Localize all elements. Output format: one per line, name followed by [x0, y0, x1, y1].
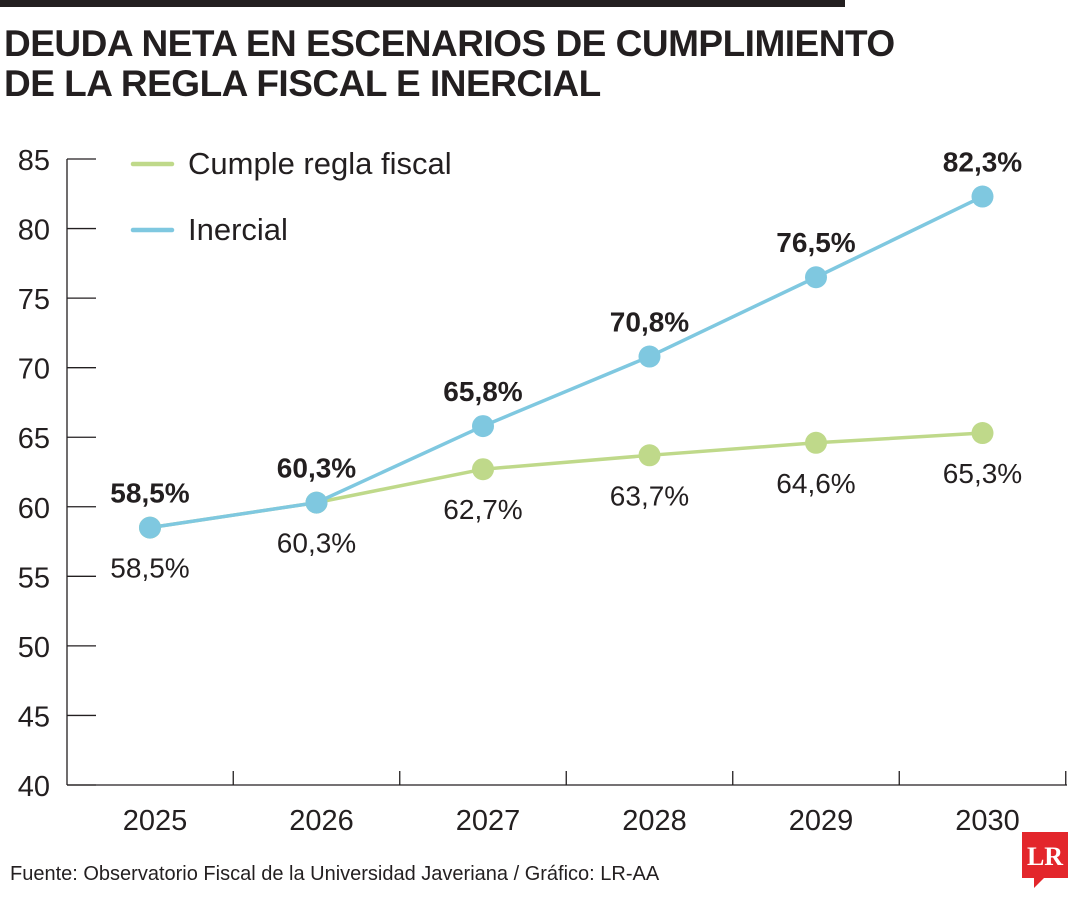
marker-inercial — [305, 491, 328, 514]
lr-logo-icon: LR — [1022, 832, 1068, 888]
source-note: Fuente: Observatorio Fiscal de la Univer… — [10, 863, 660, 885]
legend-label: Cumple regla fiscal — [188, 146, 452, 181]
legend-label: Inercial — [188, 212, 288, 247]
marker-inercial — [805, 266, 827, 289]
x-tick-label: 2028 — [622, 805, 687, 837]
data-label-inercial: 58,5% — [110, 478, 189, 509]
x-tick-label: 2029 — [789, 805, 854, 837]
x-tick-label: 2026 — [289, 805, 354, 837]
x-tick-label: 2027 — [456, 805, 521, 837]
data-label-inercial: 65,8% — [443, 376, 522, 407]
y-tick-label: 55 — [18, 562, 50, 594]
y-tick-label: 60 — [18, 493, 50, 525]
marker-cumple — [971, 422, 994, 445]
y-tick-label: 45 — [18, 701, 50, 733]
data-label-inercial: 70,8% — [610, 307, 689, 338]
data-label-cumple: 62,7% — [443, 494, 522, 525]
chart-title: DEUDA NETA EN ESCENARIOS DE CUMPLIMIENTO… — [4, 24, 904, 104]
chart-title-line-2: DE LA REGLA FISCAL E INERCIAL — [4, 63, 601, 104]
x-tick-label: 2030 — [955, 805, 1020, 837]
data-label-inercial: 82,3% — [943, 147, 1022, 178]
data-label-cumple: 58,5% — [110, 553, 189, 584]
marker-cumple — [805, 431, 827, 454]
y-tick-label: 40 — [18, 771, 50, 803]
y-tick-label: 50 — [18, 632, 50, 664]
y-tick-label: 85 — [18, 145, 50, 177]
data-label-inercial: 60,3% — [277, 453, 356, 484]
x-tick-label: 2025 — [123, 805, 188, 837]
data-label-cumple: 65,3% — [943, 458, 1022, 489]
series-line-cumple — [149, 431, 983, 530]
marker-cumple — [638, 444, 661, 467]
y-tick-label: 75 — [18, 284, 50, 316]
data-label-cumple: 63,7% — [610, 480, 689, 511]
chart-title-line-1: DEUDA NETA EN ESCENARIOS DE CUMPLIMIENTO — [4, 23, 895, 64]
data-label-cumple: 64,6% — [776, 468, 855, 499]
series-line-inercial — [149, 194, 984, 530]
y-tick-label: 70 — [18, 354, 50, 386]
marker-inercial — [472, 415, 494, 438]
y-tick-label: 65 — [18, 423, 50, 455]
marker-inercial — [638, 345, 661, 368]
marker-inercial — [139, 516, 161, 539]
data-label-cumple: 60,3% — [277, 528, 356, 559]
top-rule — [0, 0, 845, 7]
marker-inercial — [971, 185, 994, 208]
svg-text:LR: LR — [1027, 842, 1063, 871]
data-label-inercial: 76,5% — [776, 227, 855, 258]
y-tick-label: 80 — [18, 215, 50, 247]
marker-cumple — [472, 458, 494, 481]
